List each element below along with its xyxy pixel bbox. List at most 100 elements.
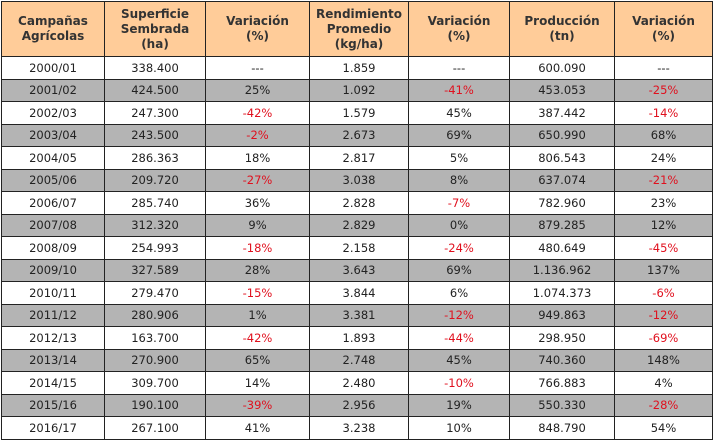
cell-surface: 279.470 bbox=[104, 281, 206, 305]
cell-yield-variation: 8% bbox=[408, 168, 510, 192]
cell-surface: 309.700 bbox=[104, 371, 206, 395]
header-production: Producción (tn) bbox=[509, 1, 615, 57]
cell-production-variation: --- bbox=[614, 56, 713, 80]
cell-production-variation: -21% bbox=[614, 168, 713, 192]
cell-yield: 2.828 bbox=[309, 191, 409, 215]
cell-production-variation: 23% bbox=[614, 191, 713, 215]
cell-surface: 312.320 bbox=[104, 213, 206, 237]
cell-surface-variation: 65% bbox=[205, 348, 310, 372]
cell-production: 848.790 bbox=[509, 416, 615, 440]
cell-production: 1.136.962 bbox=[509, 258, 615, 282]
cell-yield: 2.829 bbox=[309, 213, 409, 237]
table-row: 2006/07 285.740 36% 2.828 -7% 782.960 23% bbox=[1, 191, 713, 215]
cell-yield: 2.817 bbox=[309, 146, 409, 170]
cell-production: 387.442 bbox=[509, 101, 615, 125]
cell-surface-variation: -27% bbox=[205, 168, 310, 192]
cell-production: 600.090 bbox=[509, 56, 615, 80]
cell-production-variation: 24% bbox=[614, 146, 713, 170]
cell-campaign: 2013/14 bbox=[1, 348, 105, 372]
cell-production-variation: -45% bbox=[614, 236, 713, 260]
cell-surface-variation: -2% bbox=[205, 123, 310, 147]
cell-yield-variation: 69% bbox=[408, 258, 510, 282]
cell-production: 550.330 bbox=[509, 393, 615, 417]
cell-surface-variation: -42% bbox=[205, 326, 310, 350]
cell-surface-variation: 28% bbox=[205, 258, 310, 282]
cell-production-variation: 4% bbox=[614, 371, 713, 395]
header-production-variation: Variación (%) bbox=[614, 1, 713, 57]
cell-campaign: 2007/08 bbox=[1, 213, 105, 237]
table-row: 2008/09 254.993 -18% 2.158 -24% 480.649 -45% bbox=[1, 236, 713, 260]
table-row: 2001/02 424.500 25% 1.092 -41% 453.053 -25% bbox=[1, 78, 713, 102]
cell-production-variation: -28% bbox=[614, 393, 713, 417]
cell-surface: 280.906 bbox=[104, 303, 206, 327]
cell-surface: 267.100 bbox=[104, 416, 206, 440]
table-row: 2002/03 247.300 -42% 1.579 45% 387.442 -14% bbox=[1, 101, 713, 125]
cell-campaign: 2008/09 bbox=[1, 236, 105, 260]
cell-campaign: 2006/07 bbox=[1, 191, 105, 215]
cell-production-variation: 68% bbox=[614, 123, 713, 147]
cell-surface-variation: 14% bbox=[205, 371, 310, 395]
table-row: 2014/15 309.700 14% 2.480 -10% 766.883 4% bbox=[1, 371, 713, 395]
cell-production: 637.074 bbox=[509, 168, 615, 192]
header-yield: Rendimiento Promedio (kg/ha) bbox=[309, 1, 409, 57]
header-surface-variation: Variación (%) bbox=[205, 1, 310, 57]
table-body: 2000/01 338.400 --- 1.859 --- 600.090 --- 2001/… bbox=[1, 56, 713, 440]
cell-yield-variation: -10% bbox=[408, 371, 510, 395]
cell-surface: 286.363 bbox=[104, 146, 206, 170]
cell-yield: 2.956 bbox=[309, 393, 409, 417]
cell-campaign: 2016/17 bbox=[1, 416, 105, 440]
table-row: 2009/10 327.589 28% 3.643 69% 1.136.962 137% bbox=[1, 258, 713, 282]
cell-yield-variation: 69% bbox=[408, 123, 510, 147]
cell-yield-variation: 19% bbox=[408, 393, 510, 417]
cell-yield: 2.480 bbox=[309, 371, 409, 395]
cell-surface: 254.993 bbox=[104, 236, 206, 260]
cell-production-variation: 12% bbox=[614, 213, 713, 237]
table-row: 2012/13 163.700 -42% 1.893 -44% 298.950 -69% bbox=[1, 326, 713, 350]
cell-surface: 285.740 bbox=[104, 191, 206, 215]
cell-production: 949.863 bbox=[509, 303, 615, 327]
cell-surface-variation: 18% bbox=[205, 146, 310, 170]
table-row: 2000/01 338.400 --- 1.859 --- 600.090 --- bbox=[1, 56, 713, 80]
cell-production: 782.960 bbox=[509, 191, 615, 215]
cell-campaign: 2000/01 bbox=[1, 56, 105, 80]
cell-surface: 209.720 bbox=[104, 168, 206, 192]
cell-campaign: 2009/10 bbox=[1, 258, 105, 282]
cell-production: 806.543 bbox=[509, 146, 615, 170]
cell-yield-variation: 10% bbox=[408, 416, 510, 440]
cell-yield-variation: -44% bbox=[408, 326, 510, 350]
cell-surface: 327.589 bbox=[104, 258, 206, 282]
cell-yield-variation: --- bbox=[408, 56, 510, 80]
cell-surface-variation: -18% bbox=[205, 236, 310, 260]
cell-surface: 424.500 bbox=[104, 78, 206, 102]
cell-yield: 2.158 bbox=[309, 236, 409, 260]
header-surface: Superficie Sembrada (ha) bbox=[104, 1, 206, 57]
table-row: 2003/04 243.500 -2% 2.673 69% 650.990 68% bbox=[1, 123, 713, 147]
cell-campaign: 2012/13 bbox=[1, 326, 105, 350]
cell-production: 298.950 bbox=[509, 326, 615, 350]
cell-surface-variation: -15% bbox=[205, 281, 310, 305]
cell-surface-variation: 25% bbox=[205, 78, 310, 102]
cell-production: 650.990 bbox=[509, 123, 615, 147]
cell-surface: 243.500 bbox=[104, 123, 206, 147]
cell-production: 766.883 bbox=[509, 371, 615, 395]
cell-surface-variation: 9% bbox=[205, 213, 310, 237]
cell-production-variation: -12% bbox=[614, 303, 713, 327]
cell-yield-variation: -12% bbox=[408, 303, 510, 327]
cell-production-variation: -14% bbox=[614, 101, 713, 125]
cell-surface: 338.400 bbox=[104, 56, 206, 80]
cell-production: 453.053 bbox=[509, 78, 615, 102]
table-row: 2011/12 280.906 1% 3.381 -12% 949.863 -12% bbox=[1, 303, 713, 327]
cell-production: 480.649 bbox=[509, 236, 615, 260]
cell-yield: 2.748 bbox=[309, 348, 409, 372]
cell-production-variation: 54% bbox=[614, 416, 713, 440]
cell-surface: 163.700 bbox=[104, 326, 206, 350]
cell-surface: 190.100 bbox=[104, 393, 206, 417]
cell-yield: 1.893 bbox=[309, 326, 409, 350]
cell-production: 1.074.373 bbox=[509, 281, 615, 305]
cell-campaign: 2014/15 bbox=[1, 371, 105, 395]
cell-surface-variation: -39% bbox=[205, 393, 310, 417]
cell-surface-variation: --- bbox=[205, 56, 310, 80]
header-campaign: Campañas Agrícolas bbox=[1, 1, 105, 57]
cell-campaign: 2015/16 bbox=[1, 393, 105, 417]
cell-campaign: 2011/12 bbox=[1, 303, 105, 327]
